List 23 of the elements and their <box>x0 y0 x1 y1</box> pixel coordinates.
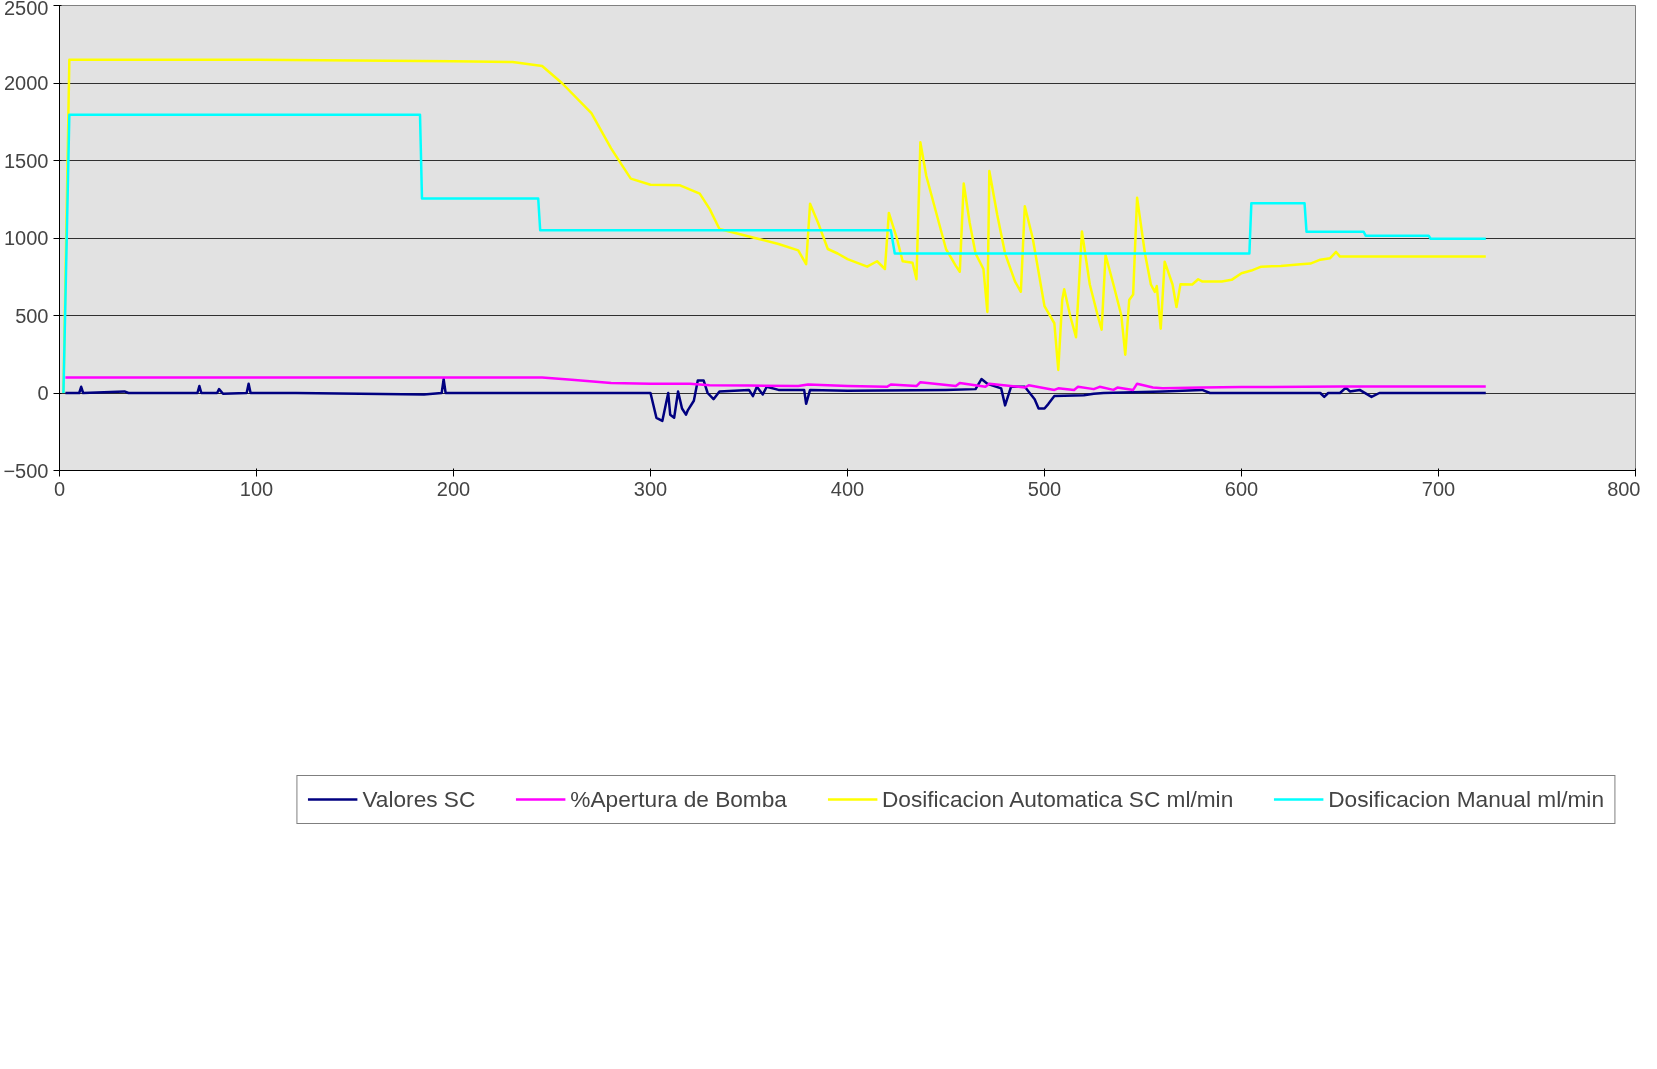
line-series <box>64 376 1488 392</box>
x-tick-label: 0 <box>53 477 66 500</box>
legend-label: Valores SC <box>362 785 476 813</box>
x-tick-label: 800 <box>1607 477 1641 500</box>
y-tick-label: 1000 <box>4 227 49 249</box>
y-tick-label: 0 <box>37 382 49 404</box>
y-tick-label: 2500 <box>4 0 49 19</box>
y-tick-label: 2000 <box>4 72 49 94</box>
y-tick-label: 500 <box>15 304 49 327</box>
x-tick-label: 300 <box>633 477 668 500</box>
x-tick-label: 400 <box>830 477 865 500</box>
legend-label: Dosificacion Automatica SC ml/min <box>881 785 1234 813</box>
y-tick-label: 1500 <box>4 149 49 172</box>
x-tick-label: 700 <box>1421 477 1456 500</box>
x-tick-label: 100 <box>239 477 274 500</box>
x-tick-label: 200 <box>436 477 471 500</box>
y-tick-label: −500 <box>3 459 49 482</box>
x-tick-label: 500 <box>1027 477 1062 500</box>
legend-label: Dosificacion Manual ml/min <box>1328 785 1604 813</box>
line-series <box>64 377 1488 423</box>
legend-label: %Apertura de Bomba <box>570 785 787 813</box>
line-series <box>62 113 1488 395</box>
x-tick-label: 600 <box>1224 477 1259 500</box>
